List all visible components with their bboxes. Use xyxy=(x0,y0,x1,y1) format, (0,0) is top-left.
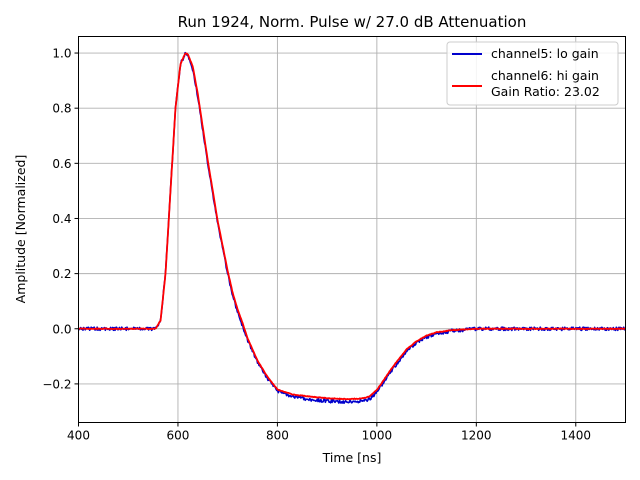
x-tick-label: 1200 xyxy=(461,429,492,443)
chart-title: Run 1924, Norm. Pulse w/ 27.0 dB Attenua… xyxy=(178,13,527,31)
y-tick-label: 0.8 xyxy=(52,102,71,116)
legend: channel5: lo gain channel6: hi gain Gain… xyxy=(446,41,619,106)
y-tick-label: −0.2 xyxy=(42,377,71,391)
y-tick-label: 0.0 xyxy=(52,322,71,336)
x-tick-label: 600 xyxy=(167,429,190,443)
x-tick-label: 1000 xyxy=(362,429,393,443)
x-tick-label: 400 xyxy=(67,429,90,443)
legend-label-channel5: channel5: lo gain xyxy=(491,46,599,61)
y-tick-label: 1.0 xyxy=(52,47,71,61)
legend-label-channel6: channel6: hi gain xyxy=(491,68,599,83)
y-axis-label: Amplitude [Normalized] xyxy=(13,155,28,304)
x-axis-label: Time [ns] xyxy=(322,450,382,465)
series-layer xyxy=(77,51,626,405)
series-line-channel6 xyxy=(78,52,626,401)
y-tick-label: 0.4 xyxy=(52,212,71,226)
plot-frame xyxy=(78,36,626,423)
grid xyxy=(78,36,626,423)
x-tick-label: 800 xyxy=(266,429,289,443)
legend-label-gain-ratio: Gain Ratio: 23.02 xyxy=(491,84,600,99)
y-tick-label: 0.2 xyxy=(52,267,71,281)
x-tick-label: 1400 xyxy=(560,429,591,443)
y-axis-ticks: −0.2 0.0 0.2 0.4 0.6 0.8 1.0 xyxy=(42,47,79,391)
legend-box xyxy=(446,41,619,106)
x-axis-ticks: 400 600 800 1000 1200 1400 xyxy=(67,422,591,443)
y-tick-label: 0.6 xyxy=(52,157,71,171)
